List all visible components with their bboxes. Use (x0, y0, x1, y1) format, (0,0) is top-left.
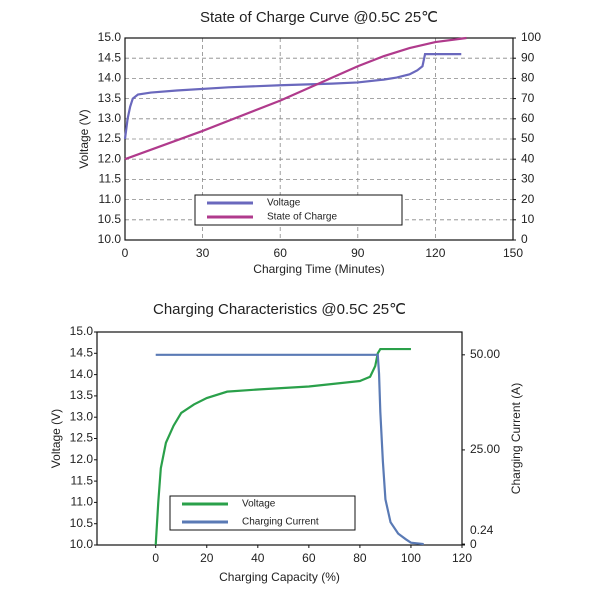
y-tick-label: 12.5 (70, 431, 94, 445)
x-tick-label: 0 (152, 551, 159, 565)
y-tick-label: 13.0 (70, 409, 94, 423)
x-tick-label: 120 (425, 246, 445, 260)
legend-box (169, 495, 356, 531)
y-tick-label: 15.0 (70, 324, 94, 338)
y-tick-label: 14.5 (98, 50, 122, 64)
x-tick-label: 120 (452, 551, 472, 565)
y-tick-label: 11.5 (99, 172, 122, 186)
y2-tick-label: 50 (521, 131, 535, 145)
y-tick-label: 10.5 (98, 212, 122, 226)
legend-label: Voltage (242, 499, 276, 510)
y2-tick-label: 90 (521, 50, 535, 64)
x-tick-label: 60 (274, 246, 288, 260)
y2-tick-label: 60 (521, 111, 535, 125)
series-line (154, 347, 411, 546)
y2-tick-label: 0 (470, 537, 477, 551)
y2-tick-label: 50.00 (470, 347, 500, 361)
series-line (123, 53, 462, 140)
y2-tick-label: 25.00 (470, 442, 500, 456)
y2-tick-label: 10 (521, 212, 535, 226)
legend-label: Voltage (267, 198, 301, 209)
y2-tick-label: 0.24 (470, 523, 494, 537)
x-tick-label: 80 (353, 551, 367, 565)
x-axis-label: Charging Capacity (%) (219, 570, 340, 584)
y-tick-label: 12.5 (98, 131, 122, 145)
x-tick-label: 40 (251, 551, 265, 565)
y-tick-label: 12.0 (70, 452, 94, 466)
y-tick-label: 11.5 (71, 473, 94, 487)
y-tick-label: 14.0 (70, 367, 94, 381)
y2-tick-label: 70 (521, 91, 535, 105)
y-tick-label: 13.5 (98, 91, 122, 105)
legend-box (194, 194, 403, 226)
legend-label: State of Charge (267, 212, 337, 223)
y-tick-label: 10.0 (70, 537, 94, 551)
chart-title: State of Charge Curve @0.5C 25℃ (200, 9, 438, 26)
y2-tick-label: 20 (521, 192, 535, 206)
y-tick-label: 15.0 (98, 30, 122, 44)
legend-label: Charging Current (242, 517, 319, 528)
series-line (155, 353, 424, 546)
y2-tick-label: 100 (521, 30, 541, 44)
y-tick-label: 13.5 (70, 388, 94, 402)
x-tick-label: 30 (196, 246, 210, 260)
y-axis-label: Voltage (V) (77, 109, 91, 168)
y-tick-label: 13.0 (98, 111, 122, 125)
x-axis-label: Charging Time (Minutes) (253, 262, 384, 276)
x-tick-label: 20 (200, 551, 214, 565)
y-axis-label: Voltage (V) (49, 409, 63, 468)
y2-tick-label: 0 (521, 232, 528, 246)
y2-tick-label: 30 (521, 172, 535, 186)
y-tick-label: 10.0 (98, 232, 122, 246)
y-tick-label: 12.0 (98, 151, 122, 165)
y2-tick-label: 80 (521, 71, 535, 85)
y-tick-label: 14.5 (70, 345, 94, 359)
x-tick-label: 90 (351, 246, 365, 260)
y-tick-label: 11.0 (99, 192, 122, 206)
x-tick-label: 60 (302, 551, 316, 565)
y2-axis-label: Charging Current (A) (509, 383, 523, 494)
chart-title: Charging Characteristics @0.5C 25℃ (153, 301, 406, 318)
plot-frame (96, 331, 463, 546)
y2-tick-label: 40 (521, 151, 535, 165)
y-tick-label: 11.0 (71, 495, 94, 509)
y-tick-label: 10.5 (70, 516, 94, 530)
x-tick-label: 100 (401, 551, 421, 565)
y-tick-label: 14.0 (98, 71, 122, 85)
series-line (124, 36, 467, 161)
x-tick-label: 0 (122, 246, 129, 260)
x-tick-label: 150 (503, 246, 523, 260)
